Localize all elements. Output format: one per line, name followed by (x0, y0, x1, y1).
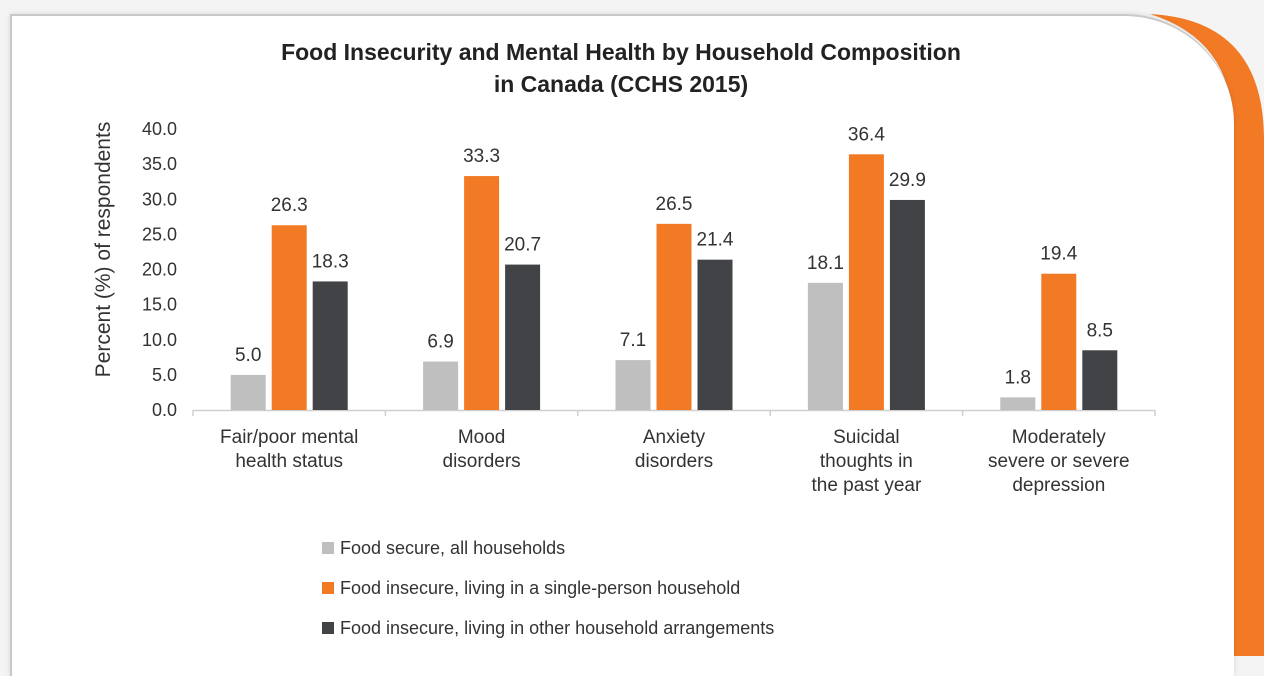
data-label: 26.3 (271, 195, 308, 216)
legend-swatch (322, 622, 334, 634)
x-category-label-line: Fair/poor mental (220, 427, 359, 448)
x-category-label-line: depression (1012, 475, 1106, 496)
bar-2-1 (271, 225, 307, 410)
x-category-label-line: Mood (457, 427, 506, 448)
y-tick-label: 5.0 (152, 365, 177, 385)
x-category-label-line: the past year (811, 475, 922, 496)
y-tick-label: 25.0 (142, 224, 177, 244)
x-category-label-line: Moderately (1011, 427, 1106, 448)
chart-title: Food Insecurity and Mental Health by Hou… (10, 36, 1232, 100)
chart-card (10, 14, 1234, 676)
x-category-label-line: Anxiety (642, 427, 706, 448)
bar-2-4 (848, 154, 884, 410)
legend-item: Food insecure, living in a single-person… (322, 574, 774, 602)
bar-2-2 (464, 176, 500, 410)
data-label: 19.4 (1040, 244, 1077, 265)
legend-item: Food insecure, living in other household… (322, 614, 774, 642)
bar-1-1 (230, 374, 266, 410)
x-category-label-line: disorders (634, 451, 714, 472)
data-label: 33.3 (463, 146, 500, 167)
y-tick-label: 30.0 (142, 189, 177, 209)
data-label: 5.0 (235, 345, 261, 366)
bar-3-1 (312, 281, 348, 410)
x-category-label-line: severe or severe (988, 451, 1130, 472)
legend-item: Food secure, all households (322, 534, 774, 562)
bar-3-3 (697, 259, 733, 410)
bar-1-5 (1000, 397, 1036, 410)
chart-legend: Food secure, all households Food insecure… (322, 534, 774, 654)
x-category-label: Suicidal thoughts in the past year (781, 426, 951, 498)
data-label: 18.3 (312, 251, 349, 272)
data-label: 20.7 (504, 235, 541, 256)
data-label: 18.1 (807, 253, 844, 274)
chart-title-line-2: in Canada (CCHS 2015) (493, 71, 749, 97)
data-label: 6.9 (427, 332, 453, 353)
orange-accent-band (1150, 14, 1264, 656)
bar-3-5 (1082, 350, 1118, 410)
x-category-label-line: health status (235, 451, 344, 472)
y-tick-label: 15.0 (142, 295, 177, 315)
x-category-label-line: thoughts in (819, 451, 913, 472)
data-label: 1.8 (1005, 367, 1031, 388)
chart-title-line-1: Food Insecurity and Mental Health by Hou… (281, 39, 961, 65)
data-label: 29.9 (889, 170, 926, 191)
x-category-label: Anxiety disorders (589, 426, 759, 474)
page-frame: Food Insecurity and Mental Health by Hou… (10, 14, 1264, 676)
x-category-label-line: disorders (442, 451, 521, 472)
bar-1-2 (423, 361, 459, 410)
data-label: 7.1 (620, 330, 646, 351)
bar-2-3 (656, 223, 692, 410)
x-category-label: Moderately severe or severe depression (974, 426, 1144, 498)
x-category-label: Mood disorders (397, 426, 567, 474)
y-tick-label: 40.0 (142, 119, 177, 139)
y-tick-label: 10.0 (142, 330, 177, 350)
legend-swatch (322, 542, 334, 554)
data-label: 8.5 (1087, 320, 1113, 341)
y-tick-label: 0.0 (152, 400, 177, 420)
bar-2-5 (1041, 273, 1077, 410)
legend-label: Food secure, all households (340, 537, 566, 558)
data-label: 26.5 (656, 194, 693, 215)
y-tick-label: 35.0 (142, 154, 177, 174)
bar-1-4 (807, 282, 843, 410)
x-category-label-line: Suicidal (833, 427, 900, 448)
data-label: 36.4 (848, 124, 885, 145)
bar-3-4 (889, 199, 925, 410)
data-label: 21.4 (697, 230, 734, 251)
legend-label: Food insecure, living in a single-person… (340, 577, 741, 598)
legend-label: Food insecure, living in other household… (340, 617, 775, 638)
x-category-label: Fair/poor mental health status (204, 426, 374, 474)
bar-chart: Percent (%) of respondents 0.0 5.0 10.0 15.0… (92, 119, 1156, 420)
y-tick-label: 20.0 (142, 260, 177, 280)
legend-swatch (322, 582, 334, 594)
bar-3-2 (505, 264, 541, 410)
y-axis-title: Percent (%) of respondents (92, 122, 115, 378)
bar-1-3 (615, 360, 651, 410)
